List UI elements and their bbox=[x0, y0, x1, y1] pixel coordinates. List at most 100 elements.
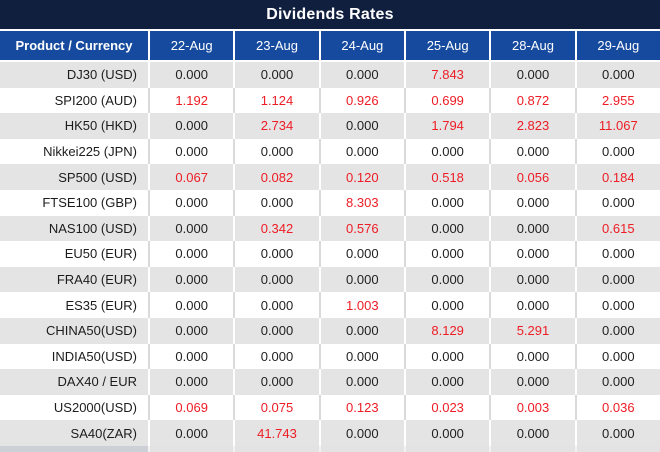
dividend-value-cell: 0.000 bbox=[233, 266, 319, 293]
dividend-value-cell: 0.000 bbox=[403, 369, 490, 395]
column-header-date: 23-Aug bbox=[233, 31, 318, 60]
dividend-value-cell: 0.000 bbox=[318, 420, 404, 446]
dividend-value-cell: 0.000 bbox=[403, 343, 490, 370]
dividend-value-cell: 0.184 bbox=[574, 164, 660, 190]
product-cell: HK50 (HKD) bbox=[0, 113, 148, 139]
dividend-value-cell: 0.000 bbox=[233, 343, 319, 370]
dividend-value-cell: 0.000 bbox=[148, 292, 234, 318]
table-row: INDIA50(USD) 0.000 0.000 0.000 0.000 0.000 0.… bbox=[0, 343, 660, 370]
dividend-value-cell: 0.000 bbox=[489, 138, 575, 165]
product-cell: EU50 (EUR) bbox=[0, 241, 148, 267]
column-header-date: 24-Aug bbox=[318, 31, 404, 60]
dividend-value-cell: 0.000 bbox=[489, 343, 575, 370]
dividend-value-cell: 0.067 bbox=[148, 164, 234, 190]
partial-value-cell bbox=[574, 445, 660, 452]
dividend-value-cell: 0.000 bbox=[403, 266, 490, 293]
table-row: DJ30 (USD) 0.000 0.000 0.000 7.843 0.000 0.00… bbox=[0, 62, 660, 88]
dividend-value-cell: 0.082 bbox=[233, 164, 319, 190]
dividend-value-cell: 0.000 bbox=[403, 292, 490, 318]
dividend-value-cell: 0.000 bbox=[148, 113, 234, 139]
dividend-value-cell: 0.000 bbox=[233, 138, 319, 165]
dividend-value-cell: 0.000 bbox=[403, 241, 490, 267]
dividend-value-cell: 0.000 bbox=[148, 266, 234, 293]
dividend-value-cell: 0.123 bbox=[318, 394, 404, 421]
product-cell: SP500 (USD) bbox=[0, 164, 148, 190]
dividend-value-cell: 0.000 bbox=[574, 138, 660, 165]
table-row: US2000(USD) 0.069 0.075 0.123 0.023 0.003 0.0… bbox=[0, 394, 660, 421]
dividend-value-cell: 0.000 bbox=[489, 369, 575, 395]
dividend-value-cell: 0.000 bbox=[318, 241, 404, 267]
dividend-value-cell: 0.000 bbox=[574, 317, 660, 344]
dividend-value-cell: 0.615 bbox=[574, 215, 660, 242]
dividend-value-cell: 0.000 bbox=[233, 292, 319, 318]
dividend-value-cell: 0.518 bbox=[403, 164, 490, 190]
dividend-value-cell: 0.069 bbox=[148, 394, 234, 421]
dividend-value-cell: 0.872 bbox=[489, 87, 575, 114]
dividend-value-cell: 0.000 bbox=[574, 189, 660, 216]
title-bar: Dividends Rates bbox=[0, 0, 660, 29]
dividend-value-cell: 0.000 bbox=[148, 369, 234, 395]
dividend-value-cell: 0.000 bbox=[148, 317, 234, 344]
dividend-value-cell: 0.000 bbox=[489, 266, 575, 293]
dividend-value-cell: 0.023 bbox=[403, 394, 490, 421]
dividend-value-cell: 0.000 bbox=[489, 189, 575, 216]
column-header-date: 29-Aug bbox=[574, 31, 660, 60]
product-cell: ES35 (EUR) bbox=[0, 292, 148, 318]
table-row: Nikkei225 (JPN) 0.000 0.000 0.000 0.000 0.00… bbox=[0, 138, 660, 165]
table-row: DAX40 / EUR 0.000 0.000 0.000 0.000 0.000 0.0… bbox=[0, 369, 660, 395]
dividend-value-cell: 0.000 bbox=[233, 62, 319, 88]
table-row: SPI200 (AUD) 1.192 1.124 0.926 0.699 0.872 2.… bbox=[0, 87, 660, 114]
dividend-value-cell: 0.000 bbox=[148, 215, 234, 242]
product-cell: US2000(USD) bbox=[0, 394, 148, 421]
dividend-value-cell: 1.124 bbox=[233, 87, 319, 114]
dividend-value-cell: 0.576 bbox=[318, 215, 404, 242]
dividend-value-cell: 0.342 bbox=[233, 215, 319, 242]
product-cell: CHINA50(USD) bbox=[0, 317, 148, 344]
dividend-value-cell: 0.000 bbox=[148, 138, 234, 165]
dividend-value-cell: 0.000 bbox=[318, 113, 404, 139]
table-row: HK50 (HKD) 0.000 2.734 0.000 1.794 2.823 11.0… bbox=[0, 113, 660, 139]
dividend-value-cell: 0.000 bbox=[318, 266, 404, 293]
dividend-value-cell: 0.056 bbox=[489, 164, 575, 190]
dividend-value-cell: 0.000 bbox=[489, 420, 575, 446]
dividend-value-cell: 0.000 bbox=[233, 189, 319, 216]
product-cell: FRA40 (EUR) bbox=[0, 266, 148, 293]
dividend-value-cell: 0.000 bbox=[148, 420, 234, 446]
product-cell: SA40(ZAR) bbox=[0, 420, 148, 446]
dividend-value-cell: 0.000 bbox=[574, 369, 660, 395]
dividend-value-cell: 0.699 bbox=[403, 87, 490, 114]
product-cell: Nikkei225 (JPN) bbox=[0, 138, 148, 165]
page-title: Dividends Rates bbox=[266, 5, 394, 23]
dividend-value-cell: 0.036 bbox=[574, 394, 660, 421]
table-row: ES35 (EUR) 0.000 0.000 1.003 0.000 0.000 0.00… bbox=[0, 292, 660, 318]
dividend-value-cell: 0.000 bbox=[318, 369, 404, 395]
partial-product-cell bbox=[0, 445, 148, 452]
dividend-value-cell: 11.067 bbox=[574, 113, 660, 139]
dividend-value-cell: 0.000 bbox=[318, 343, 404, 370]
dividend-value-cell: 0.120 bbox=[318, 164, 404, 190]
product-cell: NAS100 (USD) bbox=[0, 215, 148, 242]
dividend-value-cell: 0.000 bbox=[148, 189, 234, 216]
dividend-value-cell: 2.823 bbox=[489, 113, 575, 139]
product-cell: DAX40 / EUR bbox=[0, 369, 148, 395]
dividend-value-cell: 0.926 bbox=[318, 87, 404, 114]
dividend-value-cell: 0.000 bbox=[148, 62, 234, 88]
partial-value-cell bbox=[148, 445, 234, 452]
partial-value-cell bbox=[403, 445, 490, 452]
dividend-value-cell: 1.794 bbox=[403, 113, 490, 139]
dividend-value-cell: 0.000 bbox=[148, 241, 234, 267]
dividend-value-cell: 0.000 bbox=[489, 292, 575, 318]
dividend-value-cell: 1.003 bbox=[318, 292, 404, 318]
dividend-value-cell: 0.000 bbox=[233, 369, 319, 395]
column-header-product-currency: Product / Currency bbox=[15, 38, 133, 53]
dividend-value-cell: 0.000 bbox=[574, 420, 660, 446]
partial-value-cell bbox=[318, 445, 404, 452]
column-header-date: 25-Aug bbox=[403, 31, 489, 60]
product-cell: DJ30 (USD) bbox=[0, 62, 148, 88]
table-row: SA40(ZAR) 0.000 41.743 0.000 0.000 0.000 0.00… bbox=[0, 420, 660, 446]
dividend-value-cell: 0.000 bbox=[489, 241, 575, 267]
dividend-value-cell: 0.000 bbox=[489, 215, 575, 242]
dividend-value-cell: 0.000 bbox=[403, 420, 490, 446]
column-header-date: 22-Aug bbox=[148, 31, 233, 60]
